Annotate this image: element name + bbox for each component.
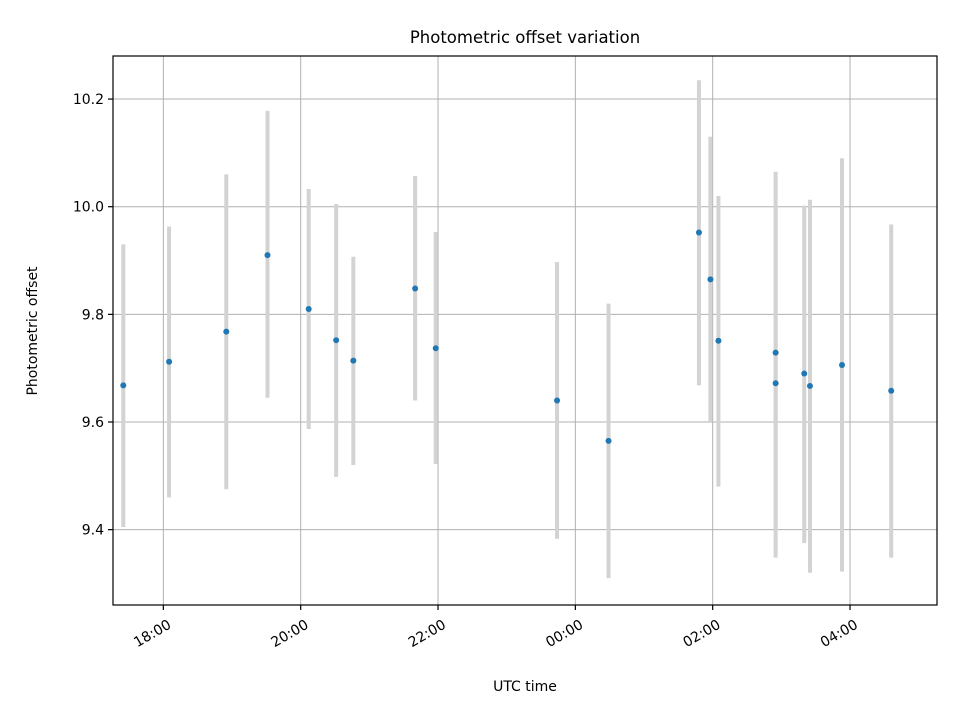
y-tick-label: 10.2 — [73, 92, 104, 108]
data-point — [333, 337, 340, 344]
data-point — [305, 305, 312, 312]
data-point — [801, 370, 808, 377]
y-tick-label: 9.6 — [82, 415, 104, 431]
data-point — [554, 397, 561, 404]
data-point — [350, 357, 357, 364]
data-point — [707, 276, 714, 283]
data-point — [695, 229, 702, 236]
data-point — [166, 358, 173, 365]
data-point — [888, 387, 895, 394]
data-point — [264, 252, 271, 259]
grid-lines — [113, 56, 937, 605]
data-point — [605, 437, 612, 444]
data-point — [432, 345, 439, 352]
x-axis-label: UTC time — [493, 679, 557, 695]
data-point — [223, 328, 230, 335]
data-point — [772, 349, 779, 356]
plot-area-frame — [112, 55, 938, 606]
data-point — [839, 361, 846, 368]
data-point — [806, 382, 813, 389]
chart-title: Photometric offset variation — [410, 28, 640, 47]
data-point — [715, 337, 722, 344]
data-point — [120, 382, 127, 389]
y-tick-label: 10.0 — [73, 200, 104, 216]
data-point — [772, 380, 779, 387]
y-tick-label: 9.4 — [82, 523, 104, 539]
y-tick-label: 9.8 — [82, 307, 104, 323]
y-axis-ticks: 9.4 9.6 9.8 10.0 10.2 — [73, 92, 113, 539]
y-axis-label: Photometric offset — [25, 266, 41, 396]
data-point — [412, 285, 419, 292]
data-points — [120, 229, 895, 444]
